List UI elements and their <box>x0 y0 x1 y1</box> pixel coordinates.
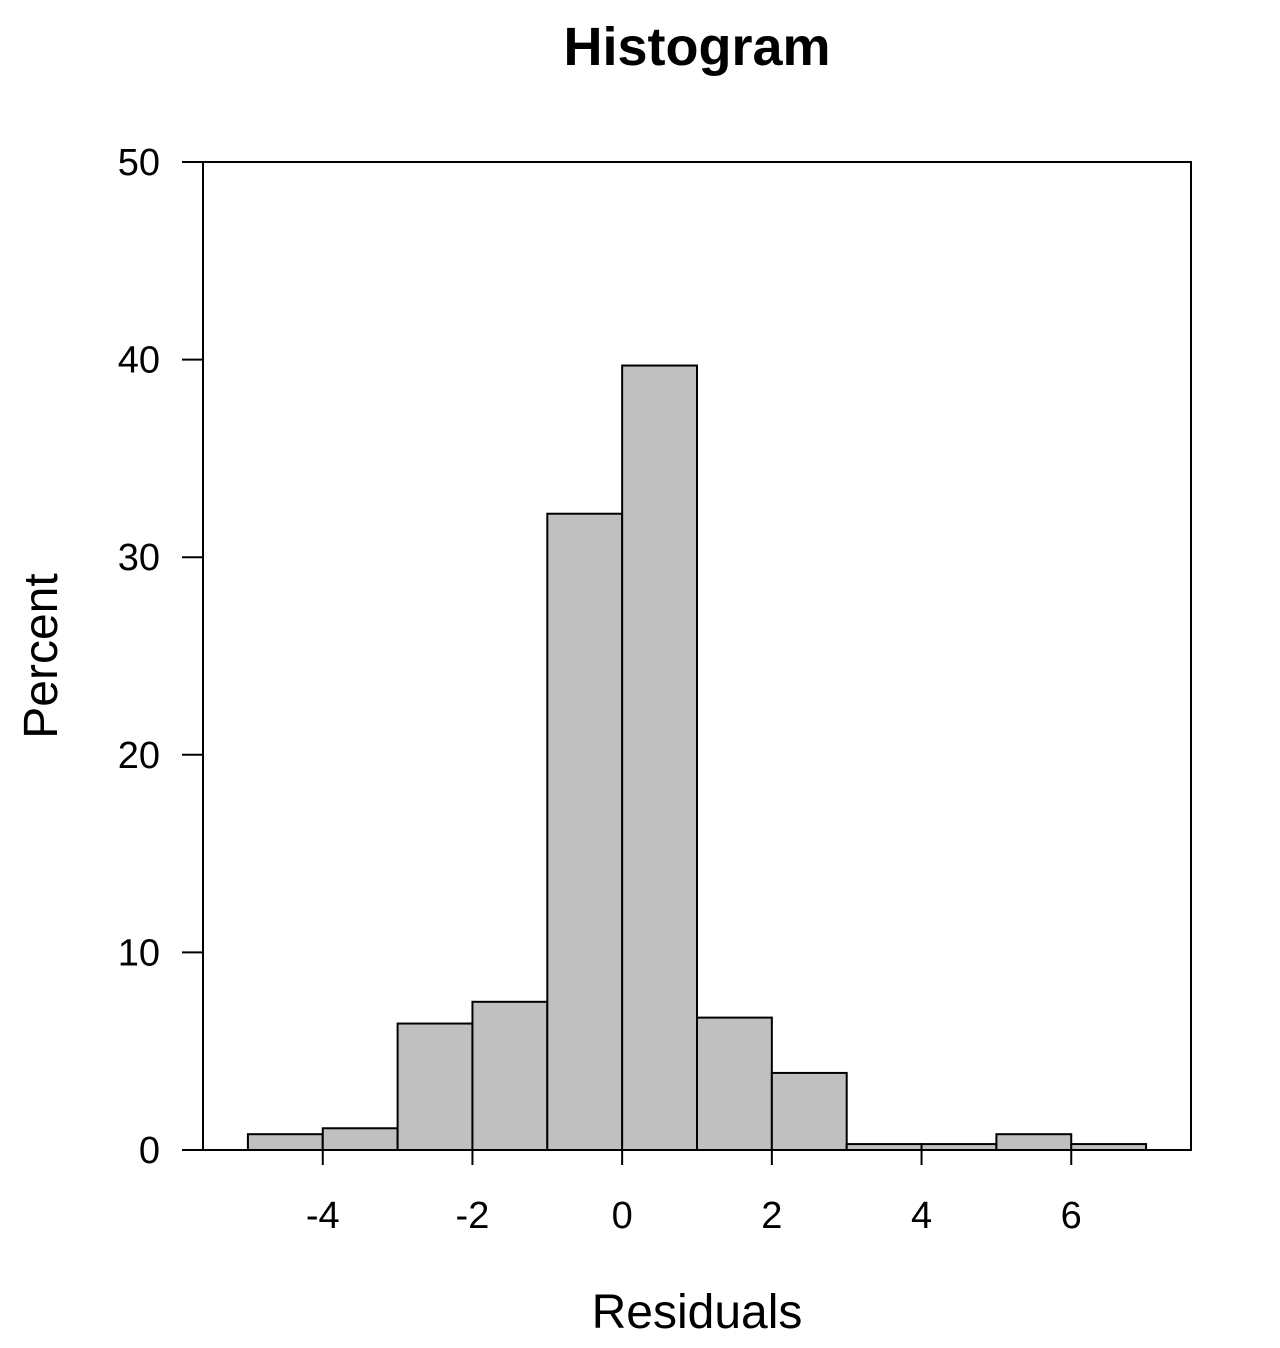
x-axis-label: Residuals <box>592 1286 803 1339</box>
histogram-bar <box>396 1022 474 1152</box>
y-tick-label: 50 <box>118 142 160 184</box>
chart-title: Histogram <box>563 17 830 77</box>
y-tick-label: 40 <box>118 340 160 382</box>
histogram-bar <box>995 1133 1073 1152</box>
histogram-bar <box>246 1133 324 1152</box>
x-tick-label: 2 <box>761 1195 782 1237</box>
y-axis-ticks: 0 10 20 30 40 50 <box>118 142 203 1172</box>
histogram-bar <box>621 364 698 1151</box>
histogram-bar <box>321 1127 399 1152</box>
x-tick-label: 6 <box>1061 1195 1082 1237</box>
x-axis-ticks: -4 -2 0 2 4 6 <box>306 1150 1082 1237</box>
y-axis-label: Percent <box>15 573 68 738</box>
histogram-bar <box>471 1000 549 1151</box>
plot-frame <box>202 161 1192 1151</box>
y-tick-label: 20 <box>118 735 160 777</box>
histogram-bar <box>770 1071 848 1152</box>
bars-group <box>246 364 1148 1152</box>
histogram-bar <box>546 512 624 1151</box>
y-tick-label: 30 <box>118 537 160 579</box>
histogram-bar <box>696 1016 773 1151</box>
x-tick-label: -4 <box>306 1195 340 1237</box>
x-tick-label: -2 <box>456 1195 490 1237</box>
y-tick-label: 0 <box>139 1130 160 1172</box>
x-tick-label: 4 <box>911 1195 932 1237</box>
y-tick-label: 10 <box>118 932 160 974</box>
x-tick-label: 0 <box>612 1195 633 1237</box>
